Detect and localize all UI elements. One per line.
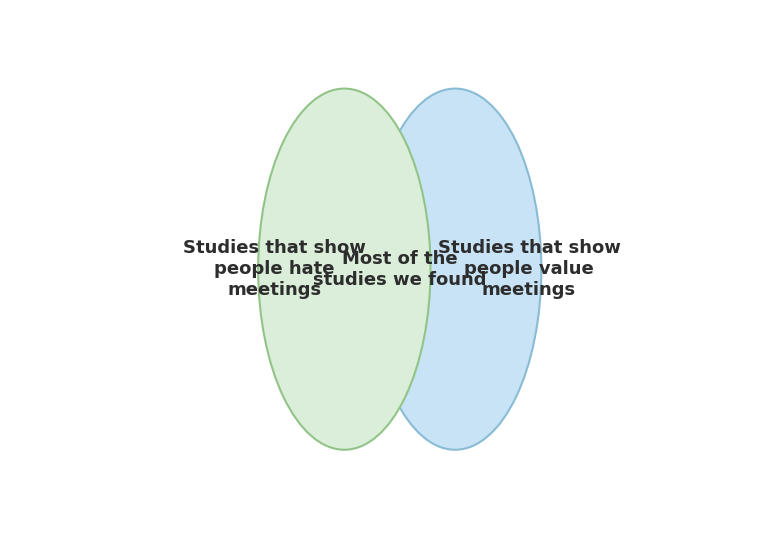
- Ellipse shape: [369, 88, 541, 450]
- Text: Studies that show
people value
meetings: Studies that show people value meetings: [437, 239, 620, 299]
- Ellipse shape: [258, 88, 430, 450]
- Text: Studies that show
people hate
meetings: Studies that show people hate meetings: [183, 239, 366, 299]
- Text: Most of the
studies we found: Most of the studies we found: [313, 250, 487, 288]
